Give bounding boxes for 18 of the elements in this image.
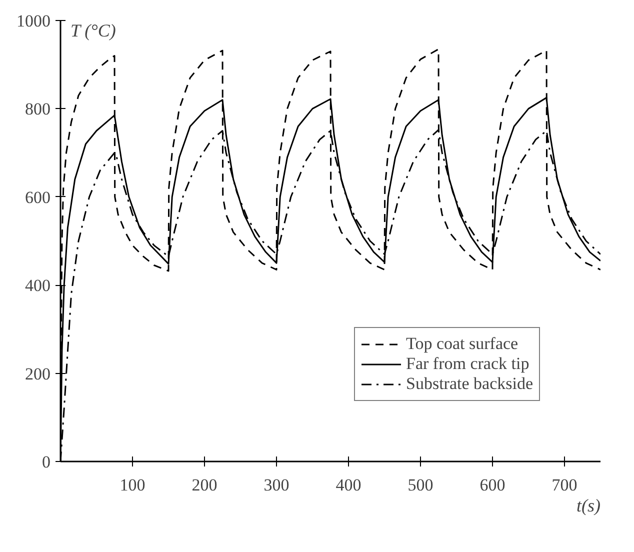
x-tick-label: 300	[264, 476, 290, 494]
x-axis-title: t(s)	[576, 496, 601, 516]
x-tick-label: 600	[480, 476, 506, 494]
y-tick-label: 600	[25, 188, 50, 207]
x-tick-label: 500	[408, 476, 434, 494]
y-axis-title: T (°C)	[70, 20, 116, 40]
x-tick-label: 400	[336, 476, 362, 494]
legend-label: Far from crack tip	[406, 354, 530, 374]
x-tick-label: 200	[192, 476, 218, 494]
legend-label: Substrate backside	[406, 374, 533, 394]
x-tick-label: 700	[552, 476, 578, 494]
y-tick-label: 200	[25, 364, 50, 384]
legend-label: Top coat surface	[406, 334, 518, 354]
y-tick-label: 800	[25, 100, 50, 119]
y-tick-label: 0	[42, 452, 50, 472]
y-tick-label: 1000	[16, 12, 50, 30]
y-tick-label: 400	[25, 276, 50, 296]
x-tick-label: 100	[120, 476, 146, 494]
